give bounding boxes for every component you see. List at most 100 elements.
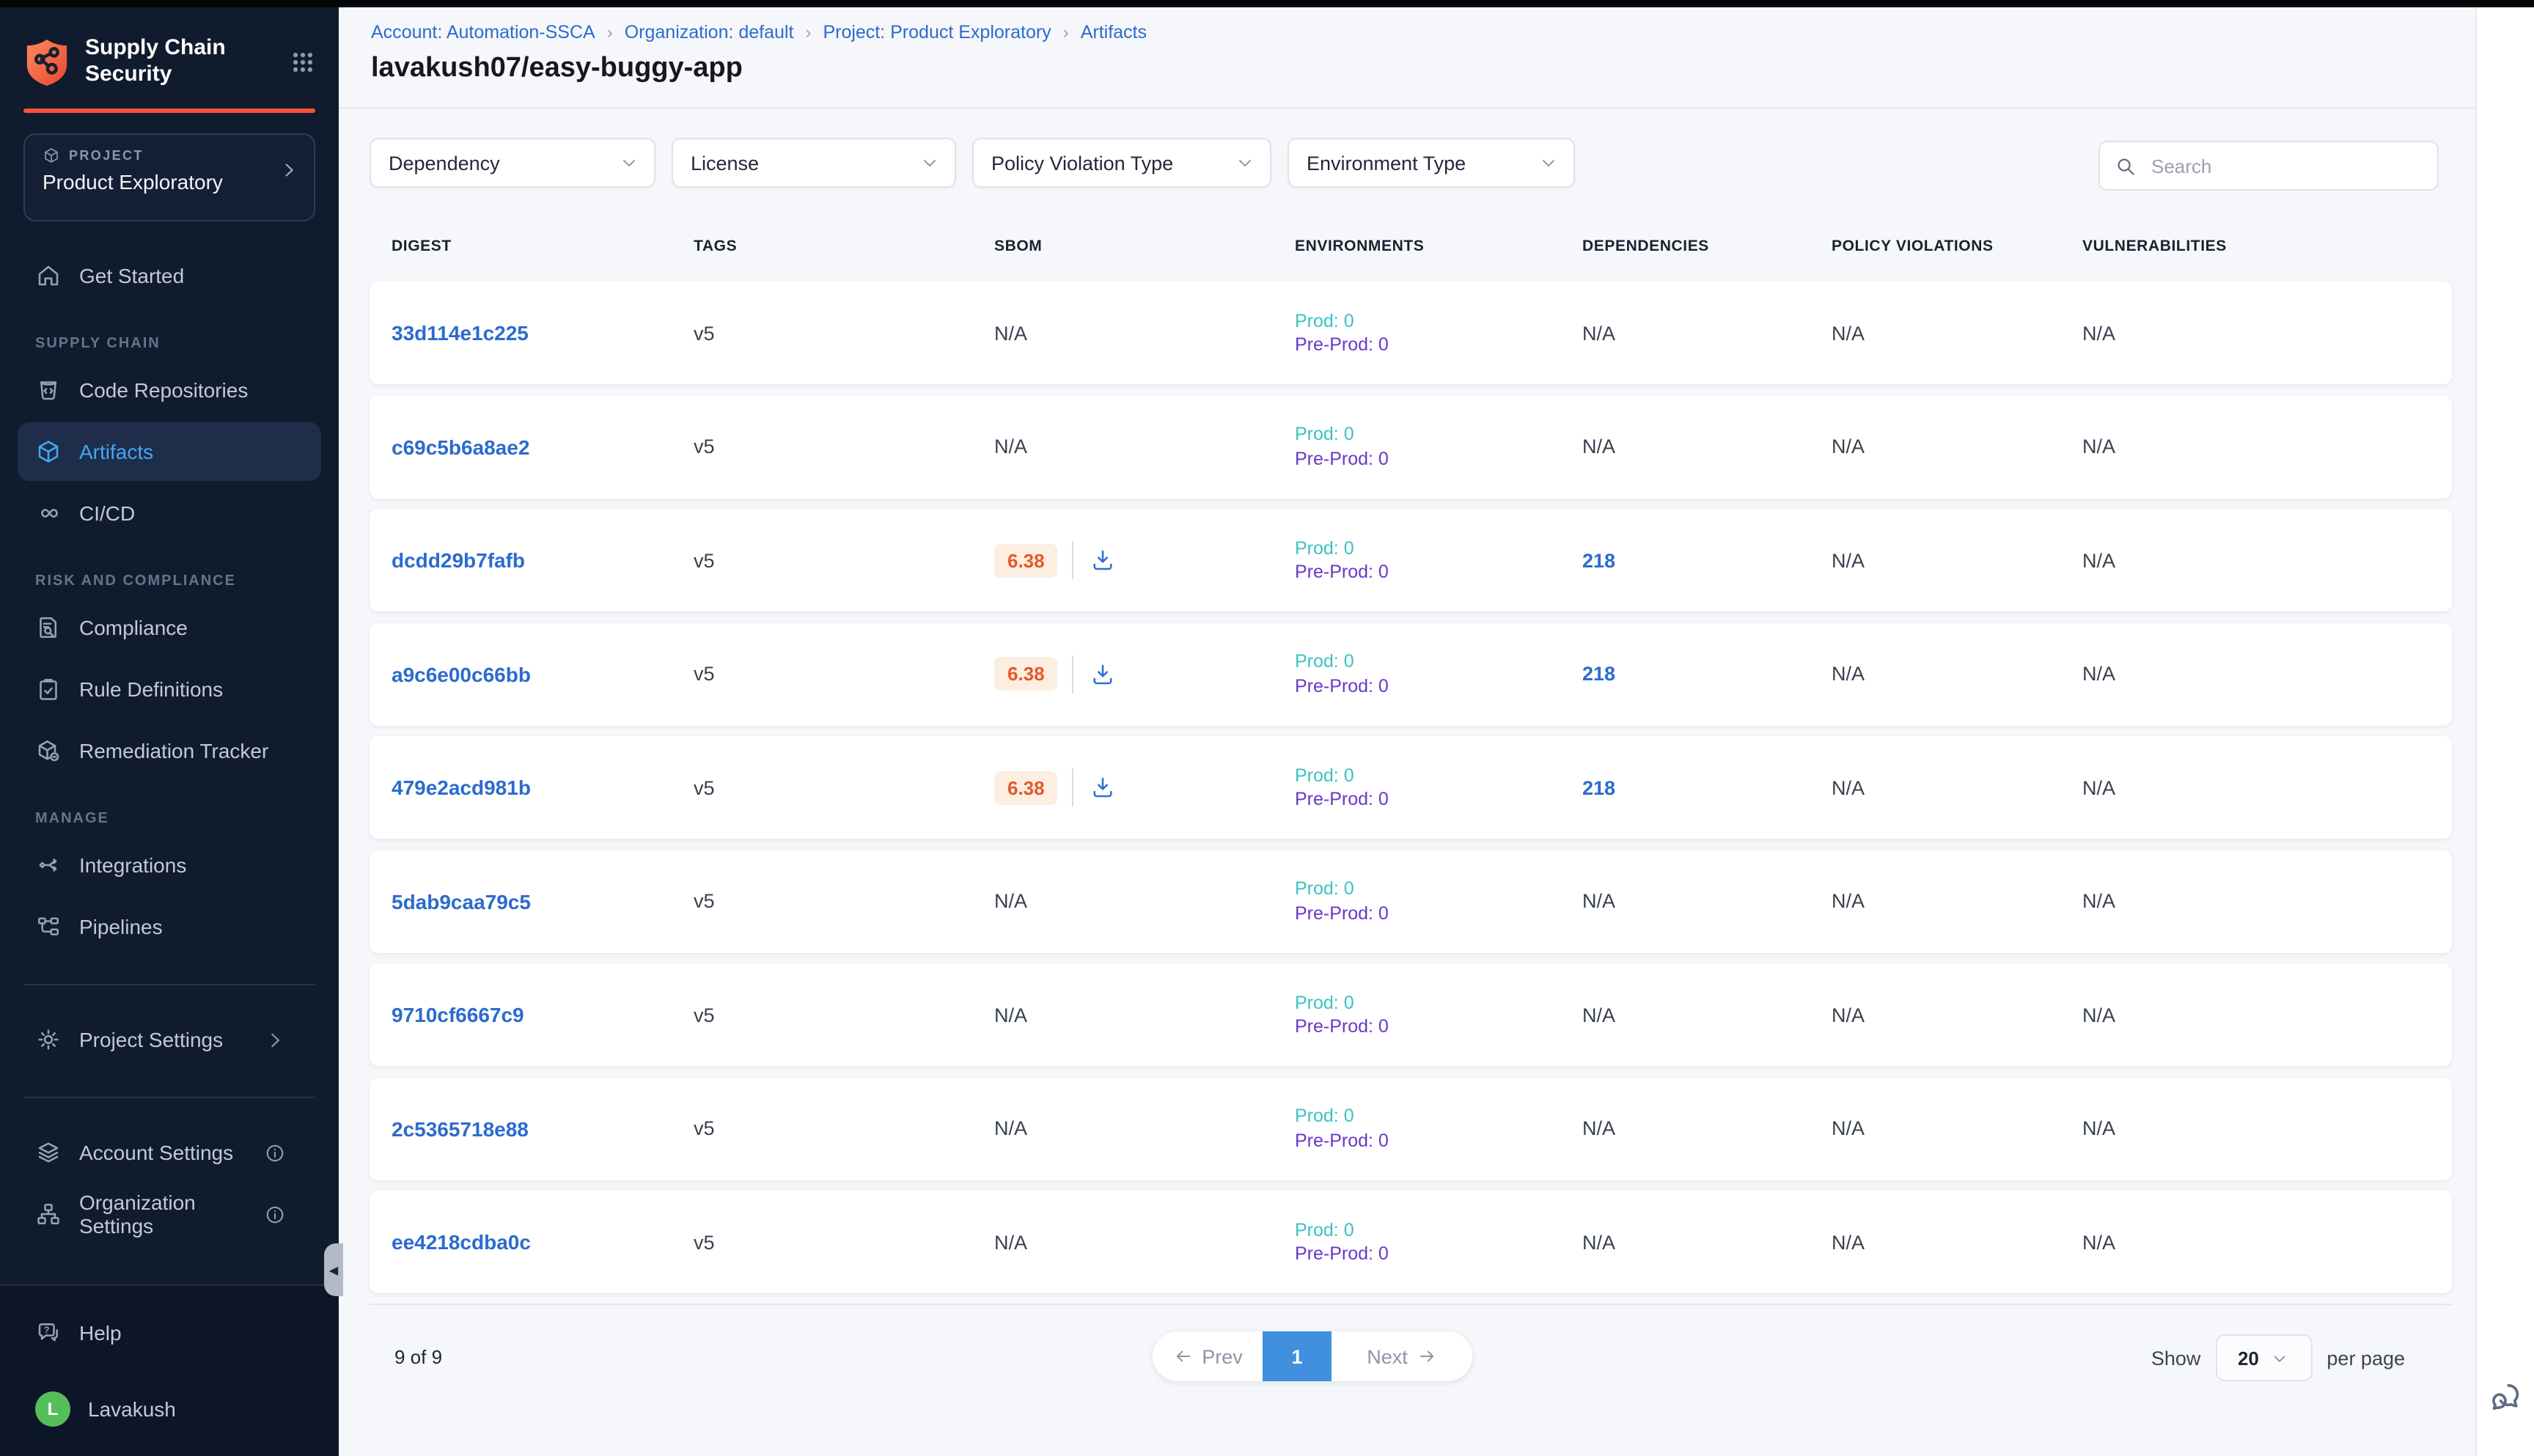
sidebar-item-ci-cd[interactable]: CI/CD xyxy=(18,484,321,543)
chat-widget-icon[interactable] xyxy=(2487,1378,2525,1416)
dependencies-link[interactable]: 218 xyxy=(1582,549,1615,571)
dependencies-value: N/A xyxy=(1582,1004,1615,1026)
project-selector-label: PROJECT xyxy=(69,148,144,163)
sidebar-item-code-repositories[interactable]: Code Repositories xyxy=(18,361,321,419)
page-1-button[interactable]: 1 xyxy=(1263,1331,1332,1381)
sidebar-item-user[interactable]: L Lavakush xyxy=(18,1380,321,1438)
chevron-down-icon xyxy=(919,152,940,173)
sidebar-item-get-started[interactable]: Get Started xyxy=(18,246,321,305)
digest-link[interactable]: a9c6e00c66bb xyxy=(392,662,531,685)
env-preprod-count: Pre-Prod: 0 xyxy=(1295,674,1582,698)
breadcrumb: Account: Automation-SSCA › Organization: d… xyxy=(371,22,1147,43)
pagination-summary: 9 of 9 xyxy=(394,1346,442,1368)
sbom-download-button[interactable] xyxy=(1090,547,1117,573)
sidebar-item-pipelines[interactable]: Pipelines xyxy=(18,897,321,956)
pipelines-icon xyxy=(35,913,62,940)
filter-dropdown-license[interactable]: License xyxy=(672,138,956,188)
policy-violations-value: N/A xyxy=(1832,1004,2082,1026)
dependencies-value: N/A xyxy=(1582,1117,1615,1139)
sbom-value: N/A xyxy=(994,1117,1027,1139)
sidebar-item-help[interactable]: ? Help xyxy=(18,1304,321,1362)
digest-link[interactable]: 5dab9caa79c5 xyxy=(392,889,531,913)
breadcrumb-link-account-automation-ssca[interactable]: Account: Automation-SSCA xyxy=(371,22,595,43)
chevron-down-icon xyxy=(1538,152,1559,173)
search-input[interactable] xyxy=(2148,153,2423,178)
artifact-row-5dab9caa79c5[interactable]: 5dab9caa79c5v5N/AProd: 0Pre-Prod: 0N/AN/… xyxy=(370,850,2452,952)
chevron-right-icon xyxy=(279,160,299,180)
chevron-down-icon xyxy=(619,152,639,173)
digest-link[interactable]: dcdd29b7fafb xyxy=(392,548,525,572)
chevron-down-icon xyxy=(2271,1348,2290,1367)
vulnerabilities-value: N/A xyxy=(2082,890,2452,912)
digest-link[interactable]: 2c5365718e88 xyxy=(392,1117,529,1140)
sidebar: Supply Chain Security PROJECT Product Ex… xyxy=(0,0,339,1456)
sidebar-item-project-settings[interactable]: Project Settings xyxy=(18,1010,321,1069)
digest-link[interactable]: 479e2acd981b xyxy=(392,776,531,799)
page-size-select[interactable]: 20 xyxy=(2215,1334,2312,1381)
policy-violations-value: N/A xyxy=(1832,1117,2082,1139)
tags-value: v5 xyxy=(694,890,994,912)
project-selector-name: Product Exploratory xyxy=(43,170,299,194)
column-header-policy-violations: POLICY VIOLATIONS xyxy=(1832,238,2082,255)
search-icon xyxy=(2115,155,2137,177)
artifact-row-c69c5b6a8ae2[interactable]: c69c5b6a8ae2v5N/AProd: 0Pre-Prod: 0N/AN/… xyxy=(370,395,2452,498)
prev-page-button[interactable]: Prev xyxy=(1153,1331,1263,1381)
filter-bar: Dependency License Policy Violation Type En… xyxy=(370,138,1575,188)
sidebar-header: Supply Chain Security xyxy=(0,0,339,94)
env-prod-count: Prod: 0 xyxy=(1295,422,1582,446)
artifact-row-ee4218cdba0c[interactable]: ee4218cdba0cv5N/AProd: 0Pre-Prod: 0N/AN/… xyxy=(370,1191,2452,1293)
digest-link[interactable]: c69c5b6a8ae2 xyxy=(392,435,529,458)
layers-icon xyxy=(35,1139,62,1166)
dependencies-link[interactable]: 218 xyxy=(1582,663,1615,685)
gear-icon xyxy=(35,1026,62,1053)
info-icon xyxy=(264,1203,286,1225)
sidebar-item-compliance[interactable]: Compliance xyxy=(18,598,321,657)
pagination-bar: 9 of 9 Prev 1 Next Show xyxy=(370,1328,2452,1387)
policy-violations-value: N/A xyxy=(1832,435,2082,457)
filter-dropdown-dependency[interactable]: Dependency xyxy=(370,138,655,188)
breadcrumb-link-project-product-exploratory[interactable]: Project: Product Exploratory xyxy=(823,22,1051,43)
filter-dropdown-environment-type[interactable]: Environment Type xyxy=(1288,138,1575,188)
breadcrumb-link-artifacts[interactable]: Artifacts xyxy=(1081,22,1147,43)
artifact-row-a9c6e00c66bb[interactable]: a9c6e00c66bbv56.38Prod: 0Pre-Prod: 0218N… xyxy=(370,622,2452,725)
sbom-divider xyxy=(1073,541,1074,579)
repo-icon xyxy=(35,377,62,403)
project-selector[interactable]: PROJECT Product Exploratory xyxy=(23,133,315,221)
sidebar-item-account-settings[interactable]: Account Settings xyxy=(18,1123,321,1182)
filter-dropdown-policy-violation-type[interactable]: Policy Violation Type xyxy=(972,138,1271,188)
sidebar-item-rule-definitions[interactable]: Rule Definitions xyxy=(18,660,321,718)
sbom-download-button[interactable] xyxy=(1090,774,1117,801)
breadcrumb-separator: › xyxy=(1063,22,1069,43)
show-label: Show xyxy=(2151,1347,2201,1369)
table-bottom-divider xyxy=(370,1304,2452,1305)
env-prod-count: Prod: 0 xyxy=(1295,877,1582,901)
page-size-control: Show 20 per page xyxy=(2151,1334,2405,1381)
sidebar-item-integrations[interactable]: Integrations xyxy=(18,836,321,894)
sidebar-item-remediation-tracker[interactable]: Remediation Tracker xyxy=(18,721,321,780)
dependencies-link[interactable]: 218 xyxy=(1582,776,1615,798)
digest-link[interactable]: 33d114e1c225 xyxy=(392,321,529,345)
dependencies-value: N/A xyxy=(1582,435,1615,457)
artifact-row-dcdd29b7fafb[interactable]: dcdd29b7fafbv56.38Prod: 0Pre-Prod: 0218N… xyxy=(370,509,2452,611)
sidebar-item-organization-settings[interactable]: Organization Settings xyxy=(18,1185,321,1243)
artifact-row-33d114e1c225[interactable]: 33d114e1c225v5N/AProd: 0Pre-Prod: 0N/AN/… xyxy=(370,282,2452,384)
tags-value: v5 xyxy=(694,1004,994,1026)
sidebar-item-label: Get Started xyxy=(79,264,184,287)
chevron-down-icon xyxy=(1235,152,1255,173)
sbom-download-button[interactable] xyxy=(1090,661,1117,687)
artifact-row-9710cf6667c9[interactable]: 9710cf6667c9v5N/AProd: 0Pre-Prod: 0N/AN/… xyxy=(370,963,2452,1066)
breadcrumb-separator: › xyxy=(607,22,613,43)
env-prod-count: Prod: 0 xyxy=(1295,536,1582,560)
artifact-row-2c5365718e88[interactable]: 2c5365718e88v5N/AProd: 0Pre-Prod: 0N/AN/… xyxy=(370,1077,2452,1180)
env-prod-count: Prod: 0 xyxy=(1295,309,1582,333)
vulnerabilities-value: N/A xyxy=(2082,1117,2452,1139)
sidebar-item-artifacts[interactable]: Artifacts xyxy=(18,422,321,481)
sidebar-collapse-handle[interactable]: ◀ xyxy=(324,1243,343,1296)
breadcrumb-link-organization-default[interactable]: Organization: default xyxy=(625,22,794,43)
next-page-button[interactable]: Next xyxy=(1332,1331,1472,1381)
column-header-tags: TAGS xyxy=(694,238,994,255)
artifact-row-479e2acd981b[interactable]: 479e2acd981bv56.38Prod: 0Pre-Prod: 0218N… xyxy=(370,736,2452,839)
digest-link[interactable]: 9710cf6667c9 xyxy=(392,1003,524,1026)
module-switcher-icon[interactable] xyxy=(290,49,315,74)
digest-link[interactable]: ee4218cdba0c xyxy=(392,1230,531,1254)
